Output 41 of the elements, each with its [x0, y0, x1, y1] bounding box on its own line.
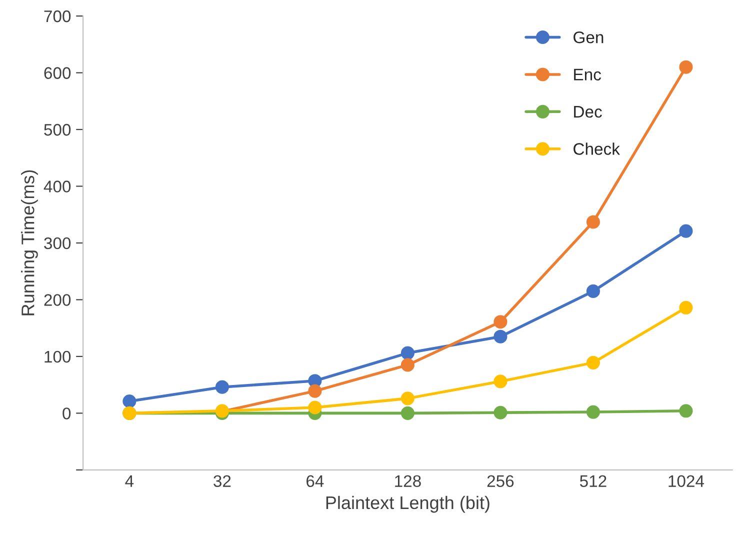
x-tick-label: 4 — [125, 475, 134, 487]
point — [586, 356, 600, 370]
x-axis-title: Plaintext Length (bit) — [326, 496, 490, 513]
y-tick-label: 200 — [44, 294, 71, 306]
point — [586, 284, 600, 298]
y-axis-title: Running Time(ms) — [21, 170, 38, 316]
point — [494, 406, 508, 420]
x-tick-label: 256 — [487, 475, 514, 488]
y-tick-label: 100 — [44, 350, 71, 363]
point — [122, 394, 136, 408]
y-tick-label: 500 — [44, 124, 71, 136]
point — [400, 346, 414, 360]
point — [586, 405, 600, 419]
legend-label: Dec — [574, 106, 602, 118]
y-tick-label: 600 — [44, 67, 71, 79]
point — [679, 224, 693, 238]
point — [494, 330, 508, 344]
point — [679, 300, 693, 314]
point — [586, 215, 600, 229]
x-tick-label: 32 — [214, 475, 231, 488]
point — [494, 315, 508, 329]
point — [308, 384, 322, 398]
x-tick-label: 512 — [580, 475, 606, 488]
point — [400, 358, 414, 372]
point — [308, 400, 322, 414]
y-tick-label: 400 — [44, 180, 71, 192]
point — [400, 406, 414, 420]
x-tick-label: 64 — [306, 475, 324, 488]
point — [679, 404, 693, 418]
y-tick-label: 300 — [44, 237, 71, 250]
x-tick-label: 128 — [395, 475, 421, 488]
point — [494, 374, 508, 388]
legend-label: Enc — [574, 68, 601, 80]
y-tick-label: 0 — [62, 408, 71, 420]
point — [215, 380, 229, 394]
x-tick-label: 1024 — [668, 475, 704, 488]
point — [400, 392, 414, 406]
y-tick-label: 700 — [44, 10, 71, 22]
point — [679, 60, 693, 74]
legend-label: Check — [574, 142, 620, 155]
legend-label: Gen — [574, 31, 604, 44]
